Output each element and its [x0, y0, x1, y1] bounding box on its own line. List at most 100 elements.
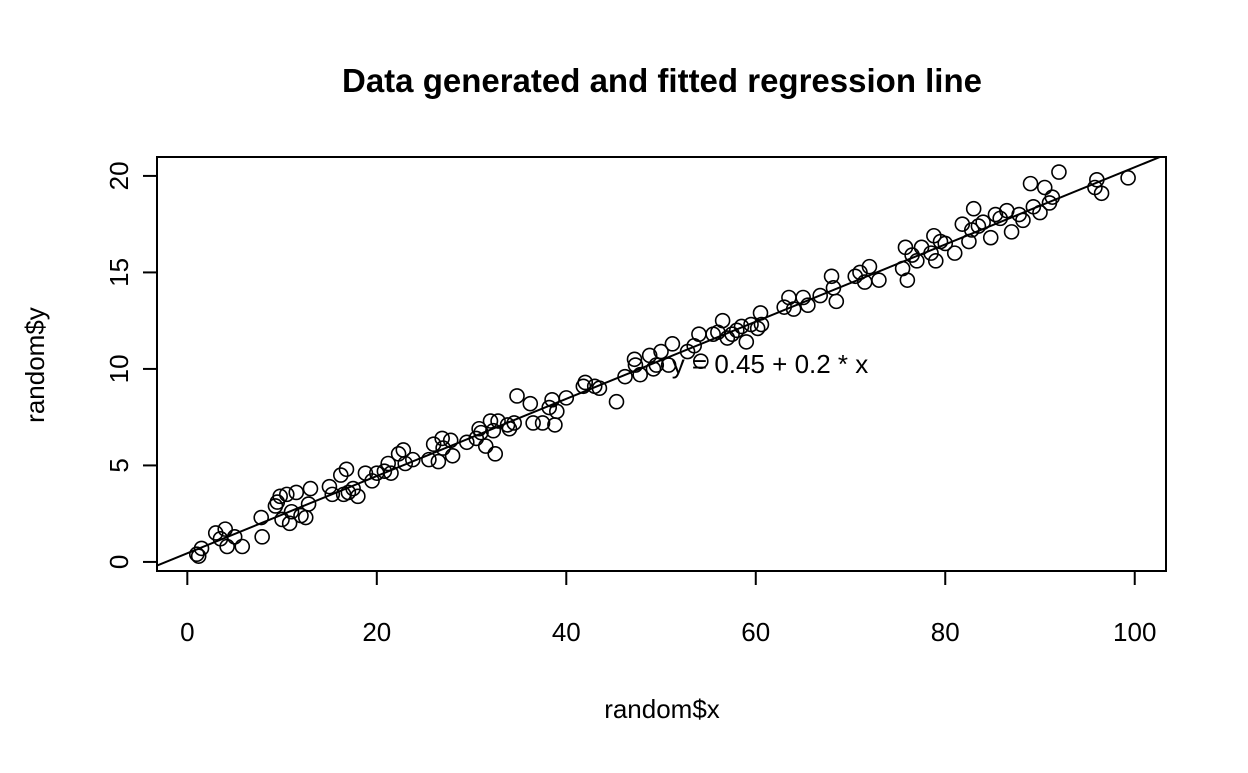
data-point — [927, 253, 944, 269]
data-point — [664, 336, 681, 352]
data-point — [302, 480, 319, 497]
x-tick-label: 80 — [931, 617, 960, 647]
data-point — [430, 453, 447, 470]
data-point — [1036, 179, 1053, 196]
data-point — [390, 446, 407, 462]
data-point — [653, 343, 669, 360]
data-point — [733, 318, 750, 335]
data-point — [549, 403, 565, 420]
data-point — [828, 293, 845, 310]
data-point — [324, 486, 341, 503]
data-point — [626, 351, 643, 368]
data-point — [1003, 224, 1020, 240]
data-point — [729, 322, 745, 339]
data-point — [823, 268, 840, 285]
y-tick-label: 0 — [104, 555, 134, 569]
data-point — [1022, 175, 1039, 192]
data-point — [899, 272, 916, 288]
y-axis-label: random$y — [20, 307, 50, 423]
data-point — [421, 451, 437, 468]
data-point — [234, 538, 251, 555]
y-tick-label: 15 — [104, 258, 134, 287]
data-point — [405, 451, 421, 468]
data-point — [297, 509, 314, 526]
data-point — [321, 478, 338, 495]
data-point — [272, 488, 288, 505]
data-point — [522, 395, 539, 412]
x-tick-label: 60 — [741, 617, 770, 647]
x-axis-label: random$x — [604, 694, 720, 724]
data-point — [871, 272, 887, 288]
data-point — [332, 467, 349, 483]
chart-title: Data generated and fitted regression lin… — [342, 62, 982, 99]
data-point — [909, 253, 925, 269]
data-point — [965, 200, 982, 217]
data-point — [861, 258, 878, 275]
data-point — [691, 326, 707, 342]
data-point — [340, 484, 357, 501]
data-point — [193, 540, 210, 557]
data-point — [800, 297, 816, 314]
data-point — [350, 488, 366, 505]
data-point — [617, 368, 633, 385]
y-tick-label: 5 — [104, 458, 134, 472]
data-point — [558, 390, 575, 406]
data-point — [482, 413, 499, 429]
data-point — [477, 438, 494, 454]
data-point — [937, 235, 954, 252]
data-point — [397, 455, 414, 472]
data-point — [738, 334, 755, 350]
data-point — [188, 546, 205, 563]
data-point — [541, 399, 558, 416]
x-tick-label: 100 — [1113, 617, 1156, 647]
data-point — [795, 289, 811, 306]
data-point — [693, 353, 709, 370]
data-point — [254, 529, 270, 545]
data-point — [281, 515, 298, 532]
data-point — [283, 503, 300, 520]
data-point — [425, 436, 442, 452]
regression-line — [157, 157, 1163, 567]
regression-annotation: y = 0.45 + 0.2 * x — [672, 349, 869, 379]
data-point — [207, 525, 224, 541]
data-point — [444, 447, 461, 464]
data-point — [300, 496, 317, 512]
data-point — [525, 415, 541, 431]
data-point — [1051, 164, 1067, 180]
data-point — [473, 424, 489, 441]
data-point — [434, 430, 450, 447]
data-point — [1093, 185, 1110, 202]
data-point — [946, 245, 963, 261]
x-tick-label: 20 — [362, 617, 391, 647]
y-tick-label: 10 — [104, 354, 134, 383]
data-point — [970, 218, 987, 234]
data-point — [278, 486, 295, 503]
data-point — [812, 287, 828, 304]
data-point — [338, 461, 355, 478]
data-point — [487, 446, 504, 462]
data-point — [534, 415, 551, 431]
data-point — [608, 393, 625, 410]
data-point — [217, 521, 234, 537]
x-tick-label: 40 — [552, 617, 581, 647]
data-point — [490, 413, 506, 429]
data-point — [719, 330, 736, 346]
data-point — [982, 229, 999, 246]
data-point — [253, 509, 270, 526]
x-tick-label: 0 — [180, 617, 194, 647]
data-point — [442, 432, 459, 449]
data-point — [288, 484, 305, 501]
data-point — [219, 538, 235, 555]
data-point — [987, 206, 1004, 223]
data-point — [509, 388, 525, 404]
data-point — [577, 374, 594, 391]
data-point — [376, 463, 393, 480]
data-point — [714, 312, 731, 329]
y-tick-label: 20 — [104, 161, 134, 190]
data-point — [645, 361, 662, 377]
data-point — [274, 511, 290, 528]
data-point — [627, 357, 644, 373]
data-point — [753, 316, 770, 333]
